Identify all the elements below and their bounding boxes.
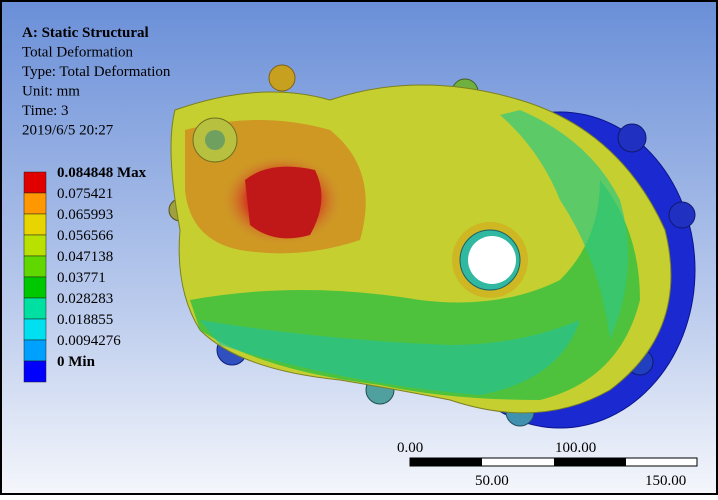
header-line: 2019/6/5 20:27 xyxy=(22,123,114,139)
legend-swatch xyxy=(24,319,46,340)
scale-bar-segment xyxy=(410,458,482,466)
legend-swatch xyxy=(24,256,46,277)
header-line: Time: 3 xyxy=(22,103,69,119)
scale-label: 50.00 xyxy=(475,473,509,489)
legend-label: 0.047138 xyxy=(57,249,113,265)
legend-swatch xyxy=(24,361,46,382)
legend-swatch xyxy=(24,172,46,193)
legend-label: 0.065993 xyxy=(57,207,113,223)
legend-label: 0.028283 xyxy=(57,291,113,307)
header-line: Type: Total Deformation xyxy=(22,64,171,80)
result-title: A: Static Structural xyxy=(22,25,149,41)
legend-label: 0.056566 xyxy=(57,228,114,244)
legend-label: 0.018855 xyxy=(57,312,113,328)
legend-swatch xyxy=(24,340,46,361)
legend-label: 0.0094276 xyxy=(57,333,121,349)
scale-label: 150.00 xyxy=(645,473,686,489)
legend-swatch xyxy=(24,277,46,298)
legend-swatch xyxy=(24,214,46,235)
header-line: Unit: mm xyxy=(22,84,80,100)
legend-label: 0.084848 Max xyxy=(57,165,147,181)
scale-label: 0.00 xyxy=(397,440,423,456)
viewport: A: Static Structural Total Deformation Typ… xyxy=(0,0,718,495)
legend-label: 0.075421 xyxy=(57,186,113,202)
legend-swatch xyxy=(24,193,46,214)
header-line: Total Deformation xyxy=(22,45,133,61)
legend-swatch xyxy=(24,298,46,319)
scale-bar-segment xyxy=(554,458,626,466)
legend-swatch xyxy=(24,235,46,256)
scale-label: 100.00 xyxy=(555,440,596,456)
legend-label: 0.03771 xyxy=(57,270,106,286)
legend-label: 0 Min xyxy=(57,354,96,370)
